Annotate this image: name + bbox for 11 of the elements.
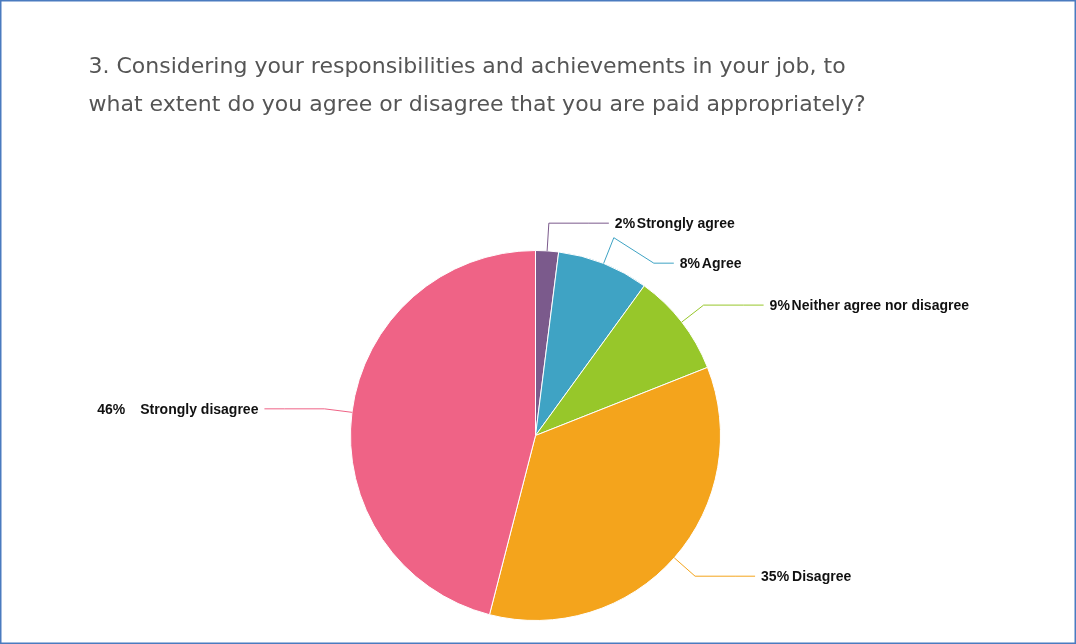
data-label: 46%	[97, 400, 126, 417]
slice-label: Neither agree nor disagree	[791, 297, 970, 314]
data-label: 2%	[614, 215, 636, 232]
slice-label: Strongly disagree	[140, 400, 259, 417]
data-label: 8%	[679, 255, 701, 272]
data-label: 9%	[769, 297, 791, 314]
slice-label: Agree	[701, 255, 742, 272]
data-label: 35%	[761, 568, 790, 585]
chart-title: 3. Considering your responsibilities and achievements in your job, to what extent do you agree or disagree that you are paid appropriately?	[88, 53, 866, 116]
slice-label: Disagree	[792, 568, 852, 585]
slice-label: Strongly agree	[636, 215, 736, 232]
